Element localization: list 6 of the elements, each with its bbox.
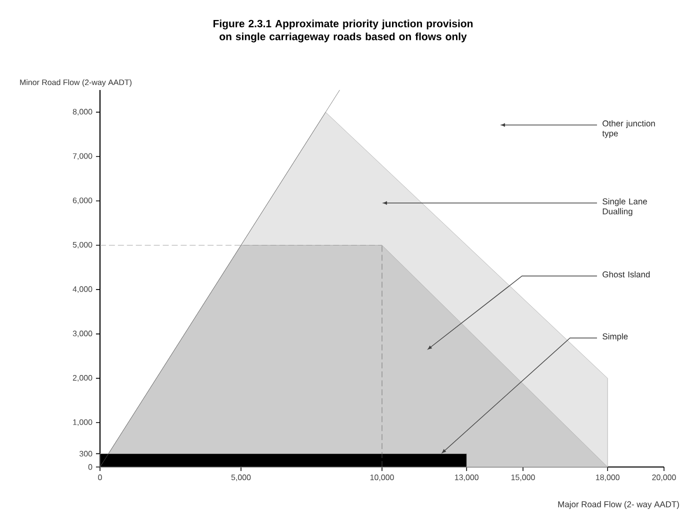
x-axis-title: Major Road Flow (2- way AADT): [558, 501, 679, 509]
annotation: Single Lane Dualling: [602, 198, 648, 216]
chart-title: Figure 2.3.1 Approximate priority junction provision on single carriageway roads based on flows only: [214, 20, 473, 42]
annotation: Other junction type: [602, 120, 655, 138]
annotation: Simple: [602, 333, 628, 342]
annotation: Ghost Island: [602, 271, 650, 278]
